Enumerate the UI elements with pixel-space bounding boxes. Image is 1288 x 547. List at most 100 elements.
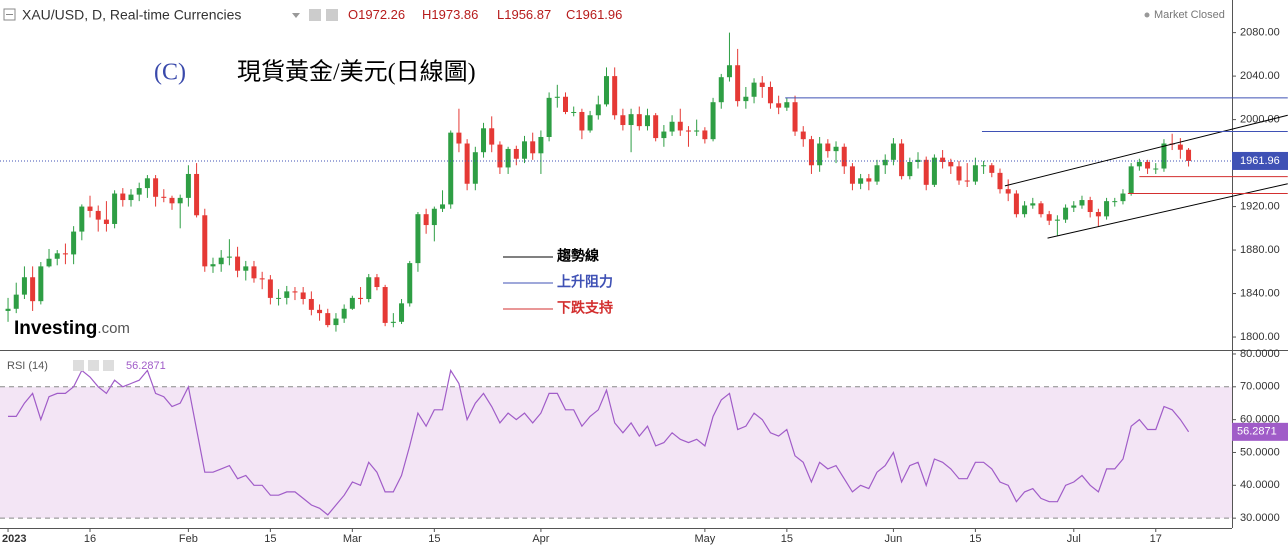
collapse-icon[interactable]	[3, 8, 16, 21]
ohlc-readout: H1973.86	[422, 7, 478, 22]
candle-body	[1177, 144, 1183, 150]
candle-body	[103, 219, 109, 224]
candle-body	[153, 178, 159, 197]
candle-body	[710, 102, 716, 140]
candle-body	[899, 143, 905, 177]
candle-body	[431, 208, 437, 226]
dropdown-arrow[interactable]	[292, 13, 300, 18]
settings-icon[interactable]	[309, 9, 321, 21]
candle-body	[571, 111, 577, 113]
candle-body	[981, 165, 987, 167]
candle-body	[407, 263, 413, 304]
candle-body	[259, 278, 265, 280]
rsi-settings-icon[interactable]	[73, 360, 84, 371]
x-tick-label: Apr	[532, 533, 549, 545]
candle-body	[194, 173, 200, 216]
candle-body	[464, 143, 470, 184]
candle-body	[989, 165, 995, 173]
candle-body	[1046, 214, 1052, 221]
candle-body	[1063, 207, 1069, 220]
candle-body	[1054, 219, 1060, 221]
candle-body	[776, 103, 782, 108]
candle-body	[267, 279, 273, 298]
candle-body	[1128, 166, 1134, 194]
candle-body	[882, 159, 888, 166]
rsi-y-tick-label: 80.0000	[1240, 348, 1280, 360]
candle-body	[120, 193, 126, 201]
rsi-close-icon[interactable]	[103, 360, 114, 371]
candle-body	[325, 313, 331, 326]
candle-body	[866, 178, 872, 182]
ohlc-readout: C1961.96	[566, 7, 622, 22]
last-price-badge	[1232, 151, 1288, 170]
candle-body	[636, 114, 642, 127]
x-tick-label: 2023	[2, 533, 26, 545]
candle-body	[505, 148, 511, 168]
candle-body	[54, 253, 60, 259]
x-tick-label: Jun	[885, 533, 903, 545]
candle-body	[341, 308, 347, 319]
candle-body	[833, 146, 839, 152]
candle-body	[800, 131, 806, 140]
x-tick-label: May	[694, 533, 715, 545]
candle-body	[997, 172, 1003, 190]
eye-icon[interactable]	[326, 9, 338, 21]
candle-body	[497, 144, 503, 168]
rsi-eye-icon[interactable]	[88, 360, 99, 371]
candle-body	[13, 294, 19, 309]
candle-body	[1087, 200, 1093, 213]
candle-body	[825, 143, 831, 152]
candle-body	[1013, 193, 1019, 215]
candle-body	[612, 76, 618, 116]
candle-body	[858, 178, 864, 184]
rsi-y-tick-label: 50.0000	[1240, 446, 1280, 458]
ohlc-letter: C	[566, 7, 575, 22]
candle-body	[382, 287, 388, 323]
candle-body	[817, 143, 823, 166]
candle-body	[1038, 203, 1044, 215]
y-tick-label: 2080.00	[1240, 27, 1280, 39]
candle-body	[317, 309, 323, 314]
candle-body	[554, 96, 560, 98]
candle-body	[358, 297, 364, 299]
candle-body	[251, 266, 257, 279]
ohlc-value: 1972.26	[358, 7, 405, 22]
y-tick-label: 1920.00	[1240, 200, 1280, 212]
candle-body	[767, 86, 773, 104]
candle-body	[1022, 205, 1028, 215]
drawing-line	[1004, 114, 1288, 187]
rsi-y-tick-label: 70.0000	[1240, 381, 1280, 393]
candle-body	[440, 204, 446, 209]
candle-body	[218, 257, 224, 265]
candle-body	[1005, 189, 1011, 194]
candle-body	[702, 130, 708, 140]
candle-body	[685, 130, 691, 132]
candle-body	[5, 308, 11, 311]
ohlc-letter: H	[422, 7, 431, 22]
candle-body	[513, 148, 519, 159]
candle-body	[79, 206, 85, 232]
candle-body	[669, 121, 675, 132]
candle-body	[522, 141, 528, 159]
candle-body	[743, 96, 749, 102]
candle-body	[964, 180, 970, 182]
candle-body	[472, 152, 478, 184]
candle-body	[415, 214, 421, 264]
candle-body	[374, 277, 380, 288]
rsi-y-tick-label: 30.0000	[1240, 512, 1280, 524]
rsi-y-tick-label: 40.0000	[1240, 479, 1280, 491]
annotation-title: 現貨黃金/美元(日線圖)	[237, 59, 476, 86]
rsi-band	[0, 386, 1232, 519]
y-tick-label: 1840.00	[1240, 287, 1280, 299]
candle-body	[694, 130, 700, 132]
candle-body	[792, 102, 798, 132]
candle-body	[243, 266, 249, 271]
candle-body	[841, 146, 847, 167]
candle-body	[874, 165, 880, 182]
candle-body	[366, 277, 372, 299]
ohlc-readout: O1972.26	[348, 7, 405, 22]
candle-body	[226, 256, 232, 258]
candle-body	[185, 173, 191, 198]
candle-body	[849, 166, 855, 184]
candle-body	[784, 102, 790, 108]
